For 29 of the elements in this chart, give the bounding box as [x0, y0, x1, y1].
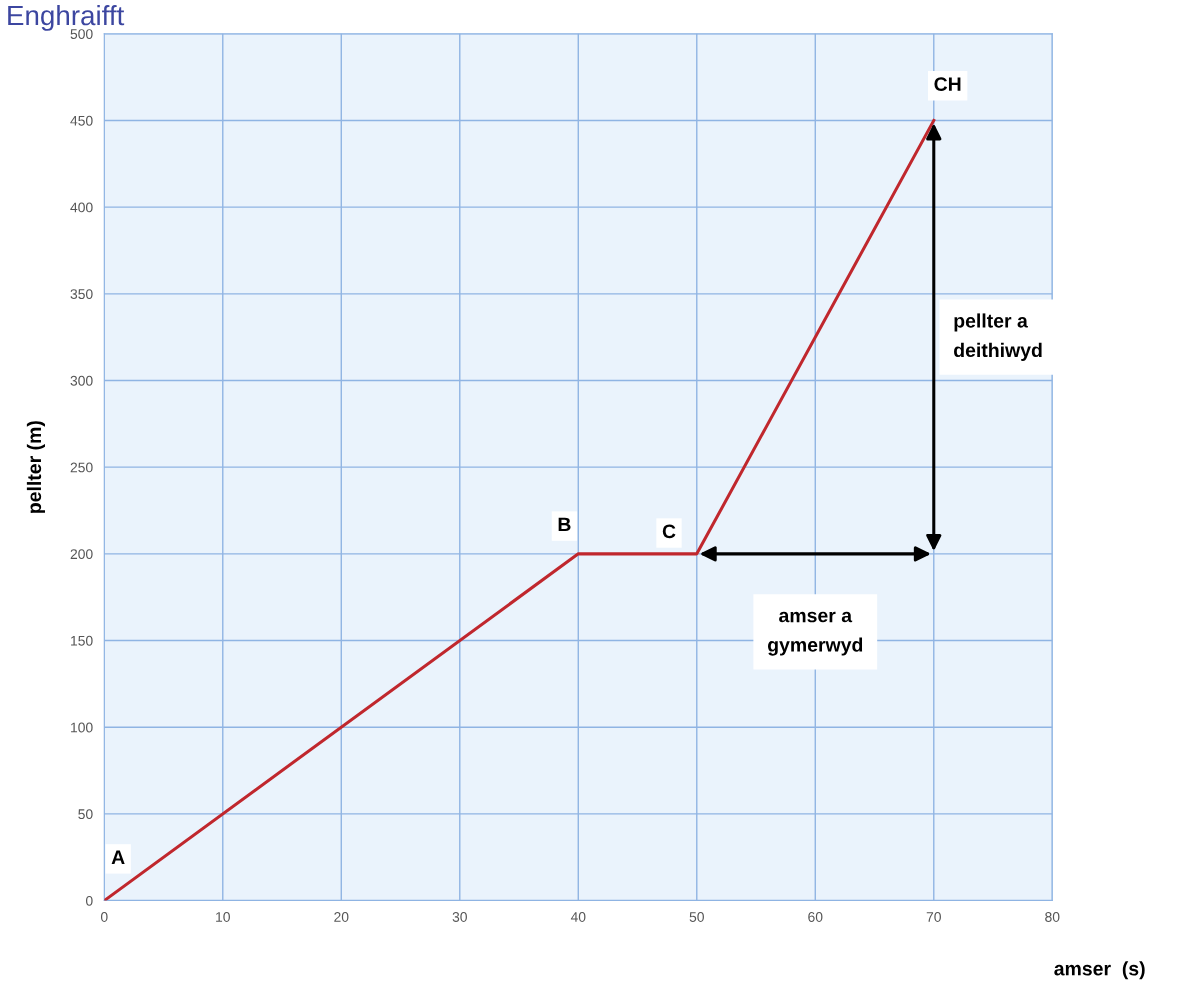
y-tick-label: 500 [70, 29, 93, 39]
x-tick-label: 80 [1045, 912, 1060, 922]
x-tick-label: 20 [334, 912, 349, 922]
annotation: pellter a deithiwyd [954, 313, 1042, 361]
y-tick-label: 50 [78, 809, 93, 820]
y-tick-label: 200 [70, 549, 93, 560]
y-tick-label: 150 [71, 635, 93, 646]
annotation: C [662, 524, 676, 539]
y-tick-label: 300 [70, 375, 93, 386]
y-tick-label: 100 [71, 722, 93, 733]
x-tick-label: 0 [100, 912, 108, 922]
y-tick-label: 450 [70, 115, 93, 126]
x-axis-title: amser (s) [1054, 961, 1145, 980]
annotation: amser a gymerwyd [767, 611, 863, 656]
annotation: A [111, 850, 125, 864]
chart-title: Enghraifft [8, 4, 125, 31]
x-tick-label: 70 [926, 912, 941, 922]
annotation: B [558, 517, 571, 532]
annotation: CH [934, 77, 961, 91]
x-tick-label: 40 [570, 912, 586, 922]
x-tick-label: 60 [808, 912, 823, 922]
y-tick-label: 0 [85, 895, 93, 906]
x-tick-label: 50 [689, 912, 704, 922]
y-axis-title: pellter (m) [26, 421, 45, 513]
y-tick-label: 250 [70, 462, 93, 473]
y-tick-label: 350 [70, 289, 93, 299]
x-tick-label: 30 [452, 912, 467, 922]
y-tick-label: 400 [70, 202, 93, 213]
x-tick-label: 10 [216, 912, 230, 922]
